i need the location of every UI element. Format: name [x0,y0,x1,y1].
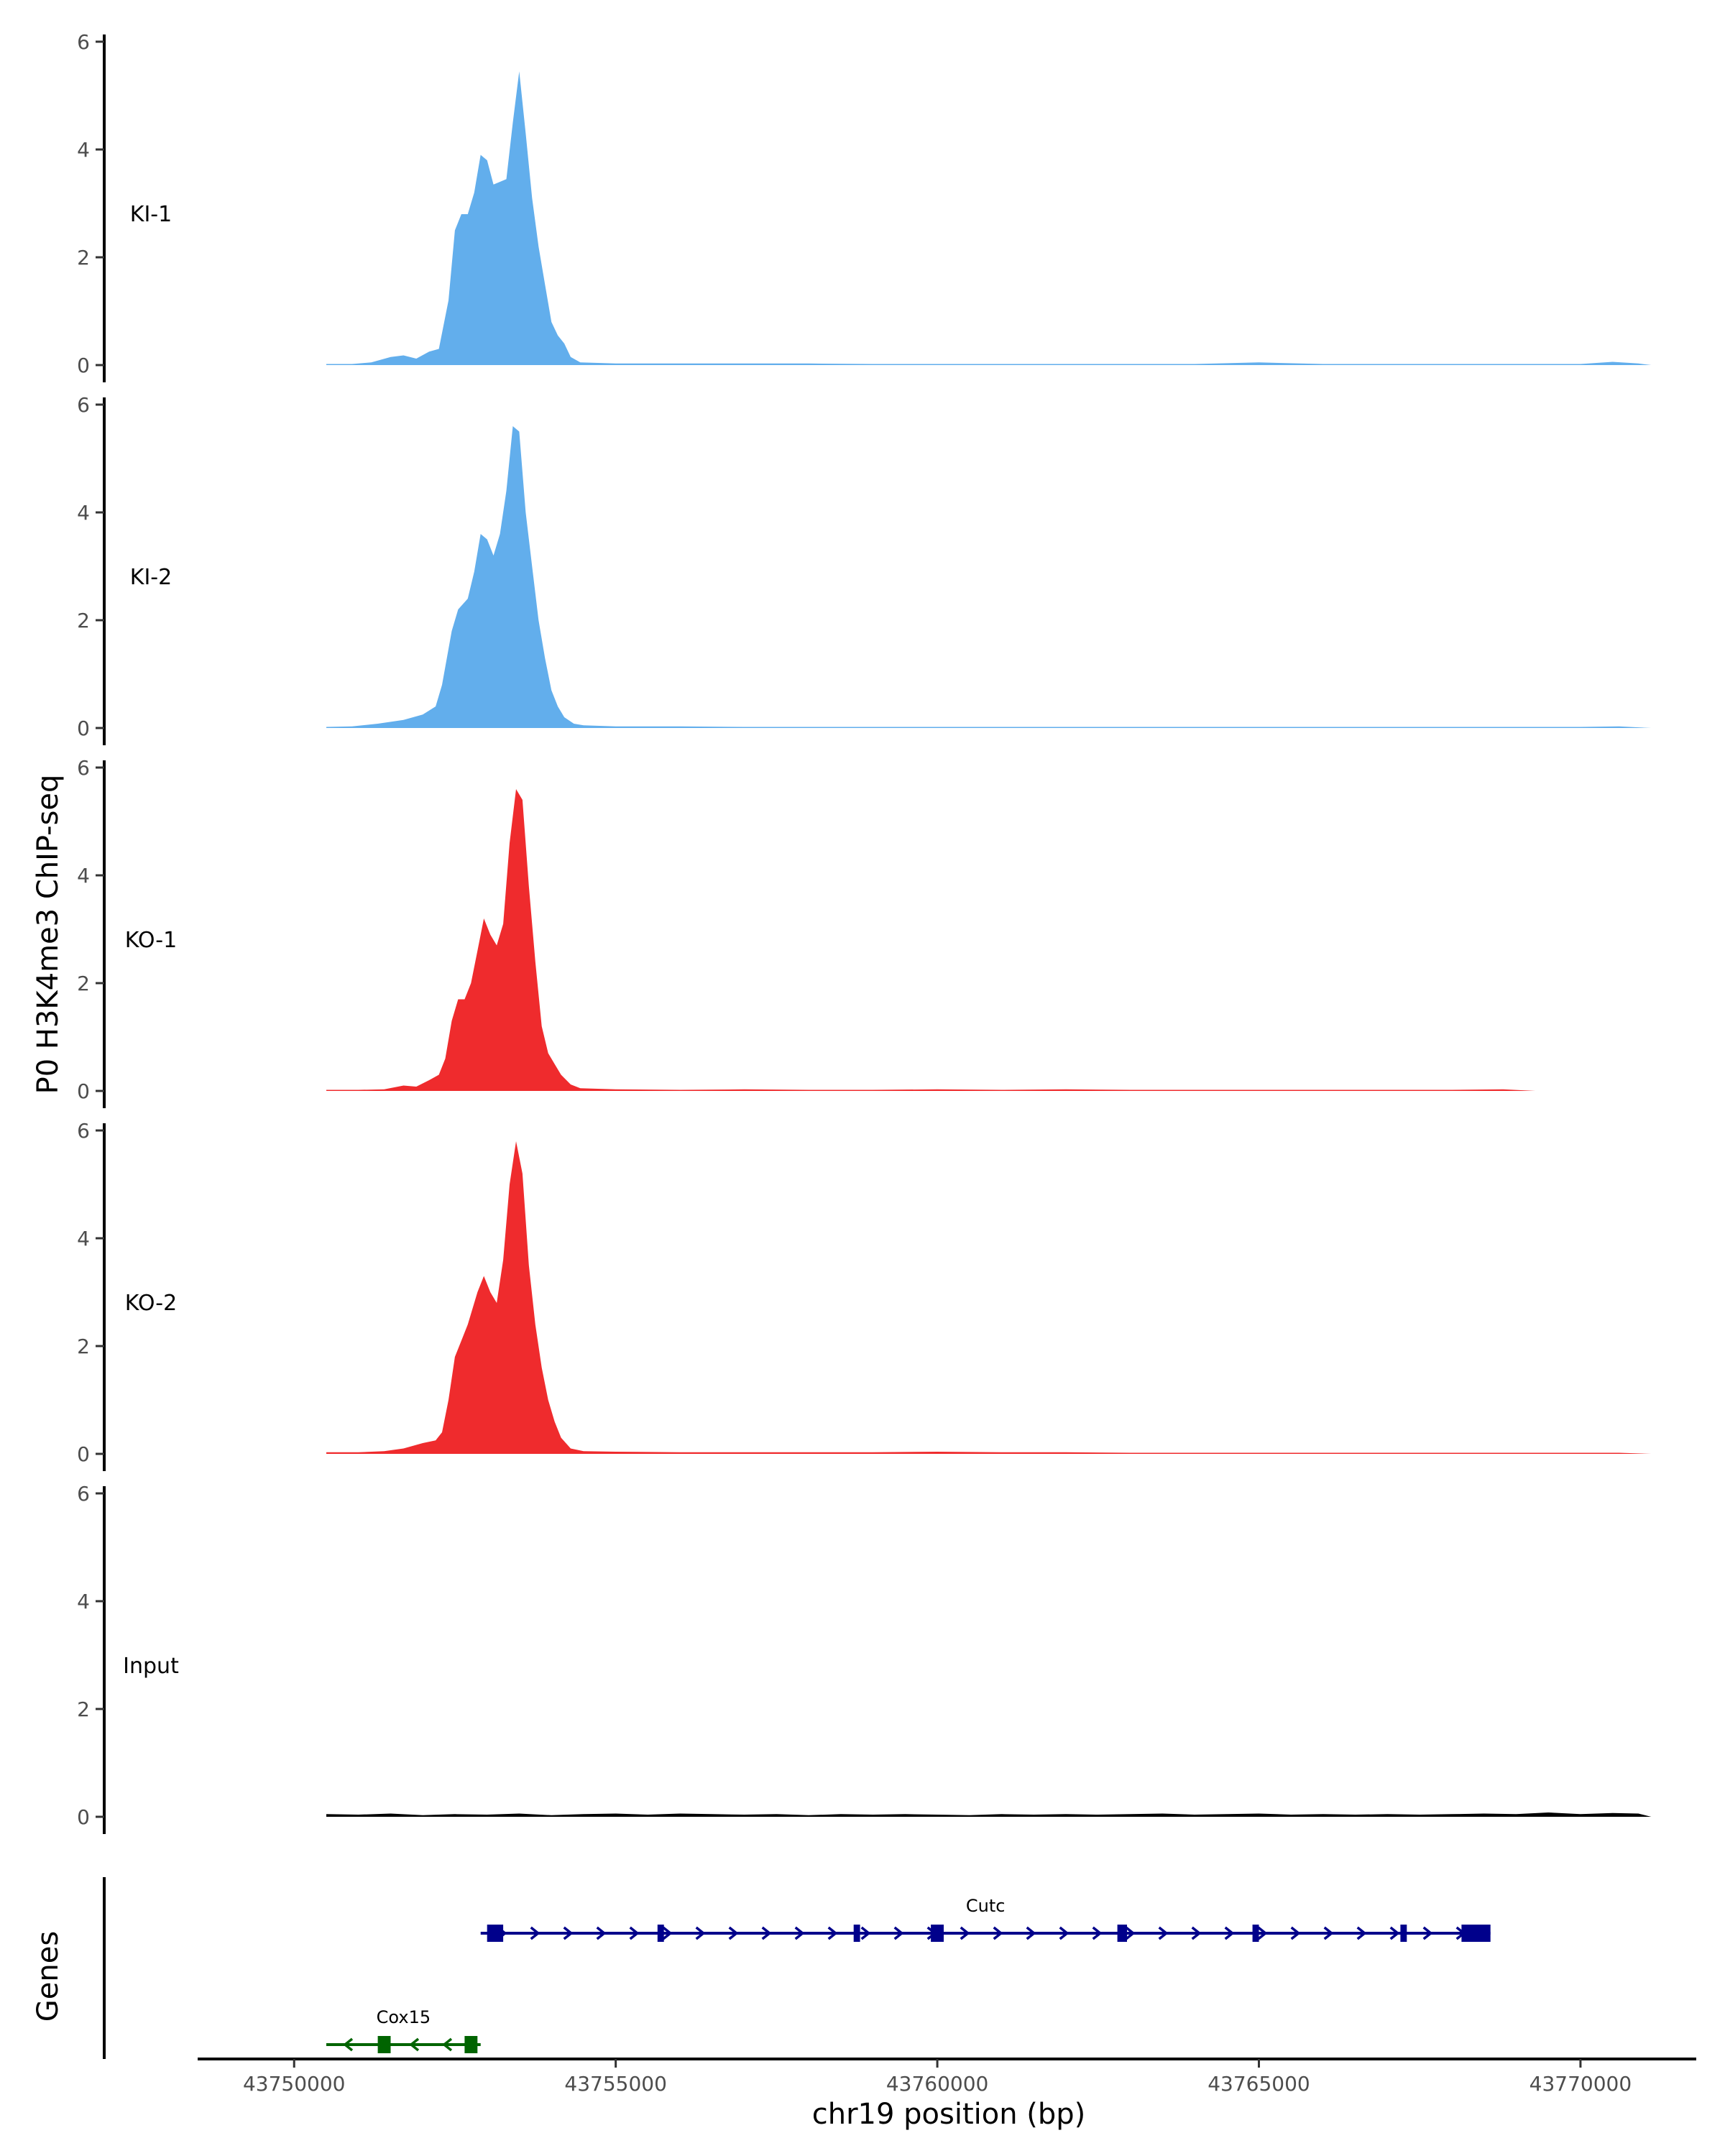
gene-cutc: Cutc [480,1896,1491,1942]
exon-cutc-6 [1400,1925,1407,1942]
x-tick-label-43760000: 43760000 [886,2072,989,2096]
coverage-area-ki-1 [326,71,1652,366]
track-ko-2: 0 2 4 6 KO-2 [77,1119,1652,1471]
strand-arrow-cutc-2 [563,1926,574,1940]
y-axis-title: P0 H3K4me3 ChIP-seq [32,775,65,1095]
track-label-ko-2: KO-2 [125,1291,177,1316]
y-tick-label-input-4: 4 [77,1590,90,1613]
y-tick-label-input-2: 2 [77,1697,90,1721]
strand-arrow-cutc-25 [1323,1926,1334,1940]
coverage-area-ki-2 [326,426,1652,728]
x-tick-label-43750000: 43750000 [243,2072,346,2096]
coverage-area-ko-2 [326,1141,1652,1454]
y-tick-label-input-0: 0 [77,1805,90,1829]
y-tick-label-ki-2-2: 2 [77,609,90,632]
x-tick-label-43770000: 43770000 [1530,2072,1632,2096]
strand-arrow-cutc-7 [728,1926,739,1940]
genes-axis-title: Genes [32,1931,65,2022]
strand-arrow-cutc-14 [960,1926,970,1940]
exon-cutc-0 [487,1925,504,1942]
strand-arrow-cox15-2 [409,2037,420,2052]
y-tick-label-ko-2-4: 4 [77,1227,90,1250]
y-tick-label-ki-2-6: 6 [77,393,90,417]
track-input: 0 2 4 6 Input [77,1482,1652,1834]
exon-cox15-1 [464,2036,478,2053]
strand-arrow-cutc-4 [629,1926,640,1940]
y-tick-label-ki-1-2: 2 [77,246,90,270]
strand-arrow-cox15-3 [442,2037,453,2052]
exon-cutc-1 [657,1925,664,1942]
gene-cox15: Cox15 [326,2007,481,2053]
strand-arrow-cutc-22 [1224,1926,1235,1940]
exon-cox15-0 [377,2036,391,2053]
track-label-input: Input [123,1654,179,1679]
y-tick-label-ki-2-0: 0 [77,717,90,740]
y-tick-label-ko-1-2: 2 [77,972,90,995]
track-ki-1: 0 2 4 6 KI-1 [77,30,1652,382]
strand-arrow-cutc-6 [695,1926,706,1940]
strand-arrow-cutc-9 [794,1926,805,1940]
strand-arrow-cutc-26 [1356,1926,1367,1940]
strand-arrow-cutc-1 [530,1926,540,1940]
y-tick-label-ko-1-4: 4 [77,864,90,888]
strand-arrow-cutc-8 [761,1926,772,1940]
strand-arrow-cutc-24 [1290,1926,1301,1940]
y-tick-label-ki-1-6: 6 [77,30,90,54]
strand-arrow-cutc-3 [596,1926,607,1940]
x-tick-label-43755000: 43755000 [564,2072,667,2096]
exon-cutc-2 [853,1925,860,1942]
strand-arrow-cutc-23 [1257,1926,1268,1940]
coverage-area-input [326,1812,1652,1817]
strand-arrow-cutc-18 [1092,1926,1103,1940]
y-tick-label-input-6: 6 [77,1482,90,1506]
strand-arrow-cutc-16 [1026,1926,1036,1940]
x-tick-label-43765000: 43765000 [1208,2072,1310,2096]
y-tick-label-ki-2-4: 4 [77,501,90,525]
x-axis-title: chr19 position (bp) [812,2098,1086,2131]
strand-arrow-cox15-0 [343,2037,354,2052]
gene-label-cox15: Cox15 [377,2007,431,2027]
x-axis: 43750000 43755000 43760000 43765000 43770000 [198,2058,1696,2096]
coverage-area-ko-1 [326,789,1536,1091]
strand-arrow-cutc-10 [827,1926,838,1940]
strand-arrow-cutc-15 [993,1926,1003,1940]
strand-arrow-cutc-20 [1158,1926,1169,1940]
y-tick-label-ko-1-0: 0 [77,1079,90,1103]
strand-arrow-cutc-5 [662,1926,673,1940]
gene-track: Cutc Cox15 [103,1877,1491,2059]
strand-arrow-cutc-27 [1389,1926,1400,1940]
strand-arrow-cutc-21 [1191,1926,1202,1940]
exon-cutc-7 [1461,1925,1491,1942]
y-tick-label-ko-2-0: 0 [77,1442,90,1466]
track-ko-1: 0 2 4 6 KO-1 [77,756,1536,1108]
strand-arrow-cutc-19 [1125,1926,1136,1940]
exon-cutc-3 [931,1925,944,1942]
y-tick-label-ko-1-6: 6 [77,756,90,780]
exon-cutc-4 [1117,1925,1127,1942]
strand-arrow-cutc-11 [860,1926,871,1940]
y-tick-label-ko-2-2: 2 [77,1335,90,1358]
track-ki-2: 0 2 4 6 KI-2 [77,393,1652,745]
gene-label-cutc: Cutc [966,1896,1006,1916]
exon-cutc-5 [1252,1925,1259,1942]
coverage-tracks: 0 2 4 6 KI-1 0 2 4 6 KI-2 0 2 4 6 KO-1 0 2 4 6 KO-2 0 2 4 6 Inpu… [77,30,1652,1834]
strand-arrow-cutc-28 [1422,1926,1433,1940]
track-label-ki-1: KI-1 [130,202,172,227]
track-label-ko-1: KO-1 [125,928,177,953]
y-tick-label-ki-1-0: 0 [77,354,90,377]
strand-arrow-cutc-12 [893,1926,904,1940]
strand-arrow-cutc-17 [1059,1926,1070,1940]
track-label-ki-2: KI-2 [130,565,172,590]
y-tick-label-ko-2-6: 6 [77,1119,90,1143]
y-tick-label-ki-1-4: 4 [77,138,90,162]
